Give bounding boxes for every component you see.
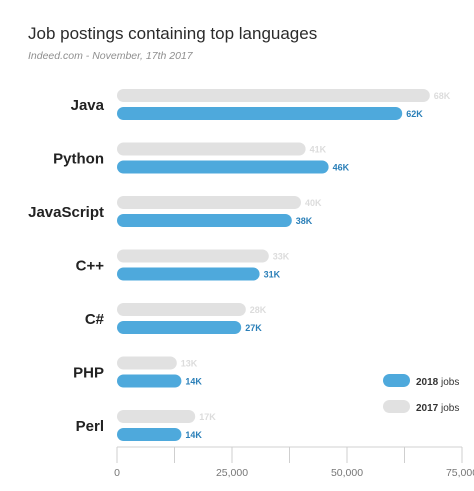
data-label-2017-php: 13K (181, 359, 198, 369)
category-label-cplusplus: C++ (76, 258, 105, 275)
data-label-2017-python: 41K (310, 145, 327, 155)
bar-2018-javascript (117, 214, 292, 227)
chart-subtitle: Indeed.com - November, 17th 2017 (28, 50, 193, 62)
legend-label-2018: 2018 jobs (416, 377, 459, 388)
data-label-2017-csharp: 28K (250, 305, 267, 315)
bar-2018-php (117, 374, 182, 388)
bar-2017-javascript (117, 196, 301, 209)
legend-swatch-2018 (383, 374, 410, 387)
bar-2017-csharp (117, 303, 246, 316)
x-tick-label: 75,000 (446, 467, 474, 479)
bar-2017-cplusplus (117, 249, 269, 263)
x-tick-label: 0 (114, 467, 120, 479)
chart-title: Job postings containing top languages (28, 24, 318, 43)
category-label-java: Java (71, 97, 105, 114)
legend-swatch-2017 (383, 400, 410, 413)
data-label-2017-perl: 17K (199, 412, 216, 422)
bar-2018-python (117, 160, 329, 174)
data-label-2017-java: 68K (434, 91, 451, 101)
bar-2018-cplusplus (117, 267, 260, 281)
bar-2017-php (117, 356, 177, 370)
x-tick-label: 50,000 (331, 467, 363, 479)
x-tick-label: 25,000 (216, 467, 248, 479)
category-label-python: Python (53, 151, 104, 168)
data-label-2018-csharp: 27K (245, 323, 262, 333)
bar-2018-perl (117, 428, 182, 441)
data-label-2018-python: 46K (333, 163, 350, 173)
category-label-php: PHP (73, 365, 104, 382)
bar-2018-csharp (117, 321, 242, 334)
bar-2018-java (117, 107, 403, 120)
data-label-2018-javascript: 38K (296, 216, 313, 226)
data-label-2017-cplusplus: 33K (273, 252, 290, 262)
data-label-2018-java: 62K (406, 109, 423, 119)
data-label-2018-cplusplus: 31K (264, 270, 281, 280)
data-label-2018-perl: 14K (185, 430, 202, 440)
category-label-perl: Perl (76, 418, 104, 435)
category-label-javascript: JavaScript (28, 204, 104, 221)
bar-2017-python (117, 142, 306, 156)
data-label-2017-javascript: 40K (305, 198, 322, 208)
bar-2017-java (117, 89, 430, 102)
legend-label-2017: 2017 jobs (416, 403, 459, 414)
category-label-csharp: C# (85, 311, 105, 328)
data-label-2018-php: 14K (185, 377, 202, 387)
bar-2017-perl (117, 410, 196, 423)
